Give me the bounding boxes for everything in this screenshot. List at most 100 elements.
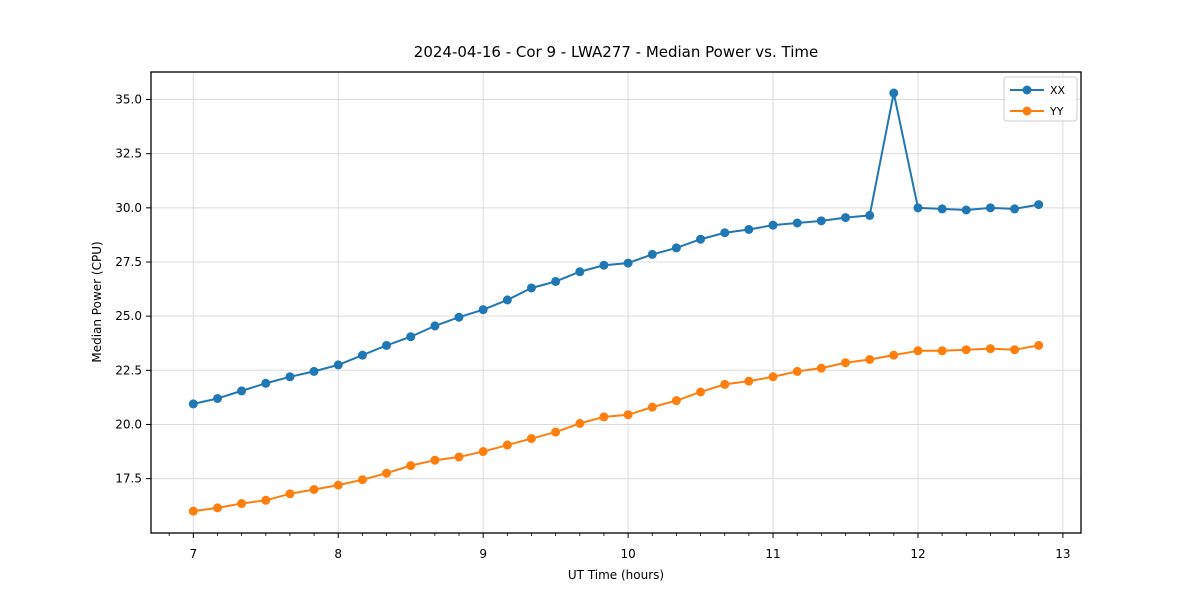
data-point bbox=[623, 410, 633, 420]
data-point bbox=[309, 484, 319, 494]
data-point bbox=[575, 418, 585, 428]
data-point bbox=[720, 228, 730, 238]
data-point bbox=[357, 350, 367, 360]
x-tick-label: 7 bbox=[189, 547, 197, 561]
data-point bbox=[188, 506, 198, 516]
data-point bbox=[526, 434, 536, 444]
data-point bbox=[865, 354, 875, 364]
data-point bbox=[526, 283, 536, 293]
data-point bbox=[961, 205, 971, 215]
x-tick-label: 11 bbox=[765, 547, 780, 561]
data-point bbox=[430, 321, 440, 331]
data-point bbox=[647, 249, 657, 259]
data-point bbox=[599, 260, 609, 270]
data-point bbox=[1010, 204, 1020, 214]
data-point bbox=[889, 350, 899, 360]
x-tick-label: 12 bbox=[910, 547, 925, 561]
y-tick-label: 25.0 bbox=[115, 309, 142, 323]
x-tick-label: 10 bbox=[620, 547, 635, 561]
legend-marker bbox=[1022, 106, 1032, 116]
data-point bbox=[261, 495, 271, 505]
data-point bbox=[382, 340, 392, 350]
legend-box bbox=[1003, 76, 1078, 122]
data-point bbox=[406, 332, 416, 342]
data-point bbox=[333, 480, 343, 490]
data-point bbox=[744, 376, 754, 386]
data-point bbox=[1010, 345, 1020, 355]
data-point bbox=[454, 452, 464, 462]
y-tick-label: 17.5 bbox=[115, 472, 142, 486]
data-point bbox=[309, 366, 319, 376]
data-point bbox=[840, 358, 850, 368]
data-point bbox=[671, 396, 681, 406]
data-point bbox=[237, 499, 247, 509]
data-point bbox=[502, 295, 512, 305]
data-point bbox=[454, 312, 464, 322]
legend-label: XX bbox=[1050, 84, 1066, 97]
data-point bbox=[985, 203, 995, 213]
data-point bbox=[696, 387, 706, 397]
data-point bbox=[213, 503, 223, 513]
grid bbox=[151, 72, 1081, 533]
legend-label: YY bbox=[1049, 105, 1064, 118]
series-line-XX bbox=[193, 92, 1039, 405]
data-point bbox=[285, 372, 295, 382]
data-point bbox=[768, 372, 778, 382]
data-point bbox=[478, 447, 488, 457]
data-point bbox=[937, 346, 947, 356]
data-point bbox=[913, 346, 923, 356]
data-point bbox=[623, 258, 633, 268]
x-axis-label: UT Time (hours) bbox=[567, 568, 665, 582]
data-point bbox=[1034, 340, 1044, 350]
data-point bbox=[937, 204, 947, 214]
plot-border bbox=[150, 71, 1082, 534]
legend: XX YY bbox=[1003, 76, 1078, 122]
data-point bbox=[865, 210, 875, 220]
y-axis-label: Median Power (CPU) bbox=[90, 241, 104, 363]
data-point bbox=[188, 399, 198, 409]
x-tick-label: 13 bbox=[1055, 547, 1070, 561]
data-point bbox=[961, 345, 971, 355]
data-point bbox=[237, 386, 247, 396]
data-point bbox=[792, 366, 802, 376]
legend-item-YY: YY bbox=[1010, 105, 1064, 118]
data-point bbox=[333, 360, 343, 370]
data-point bbox=[720, 379, 730, 389]
x-tick-label: 9 bbox=[479, 547, 487, 561]
data-point bbox=[357, 475, 367, 485]
y-tick-label: 20.0 bbox=[115, 417, 142, 431]
data-point bbox=[816, 216, 826, 226]
data-point bbox=[671, 243, 681, 253]
y-tick-label: 27.5 bbox=[115, 255, 142, 269]
data-point bbox=[430, 455, 440, 465]
legend-item-XX: XX bbox=[1010, 84, 1066, 97]
data-point bbox=[816, 363, 826, 373]
data-point bbox=[551, 276, 561, 286]
data-point bbox=[647, 402, 657, 412]
data-point bbox=[285, 489, 295, 499]
data-point bbox=[985, 344, 995, 354]
data-point bbox=[478, 305, 488, 315]
data-point bbox=[744, 224, 754, 234]
y-tick-label: 22.5 bbox=[115, 363, 142, 377]
chart-title: 2024-04-16 - Cor 9 - LWA277 - Median Pow… bbox=[413, 43, 819, 61]
data-point bbox=[1034, 200, 1044, 210]
y-tick-label: 35.0 bbox=[115, 93, 142, 107]
data-point bbox=[599, 412, 609, 422]
data-point bbox=[696, 234, 706, 244]
data-point bbox=[213, 393, 223, 403]
x-tick-label: 8 bbox=[334, 547, 342, 561]
data-point bbox=[406, 461, 416, 471]
y-tick-label: 30.0 bbox=[115, 201, 142, 215]
data-point bbox=[261, 378, 271, 388]
data-point bbox=[840, 213, 850, 223]
data-point bbox=[768, 220, 778, 230]
series-YY bbox=[188, 340, 1044, 516]
data-point bbox=[551, 427, 561, 437]
data-point bbox=[792, 218, 802, 228]
y-tick-label: 32.5 bbox=[115, 147, 142, 161]
data-point bbox=[382, 468, 392, 478]
data-point bbox=[889, 88, 899, 98]
